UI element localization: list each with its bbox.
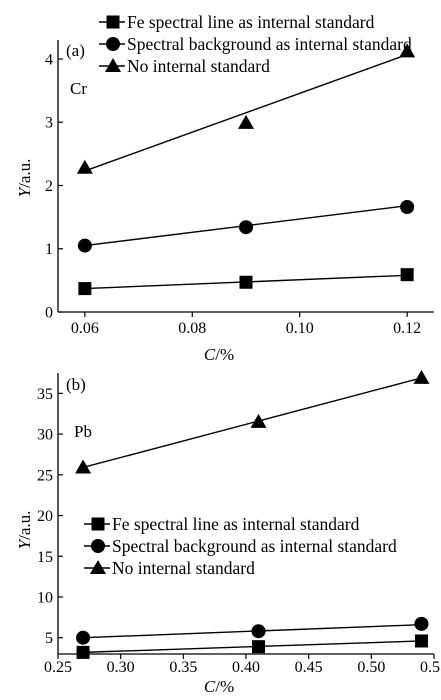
legend-marker-circle (106, 37, 120, 51)
y-tick-label: 5 (45, 630, 53, 647)
data-point-circle (251, 624, 266, 639)
data-point-triangle (76, 159, 93, 174)
data-point-square (76, 645, 90, 659)
data-point-circle (239, 220, 253, 235)
legend-marker-circle (91, 539, 105, 553)
legend-marker-triangle (90, 560, 106, 574)
legend-marker-triangle (105, 58, 121, 72)
data-point-triangle (399, 43, 416, 58)
y-tick-label: 2 (45, 178, 53, 195)
y-axis-label: Y/a.u. (15, 159, 34, 198)
y-tick-label: 25 (37, 467, 53, 484)
legend-entry: Fe spectral line as internal standard (112, 514, 360, 534)
x-tick-label: 0.40 (232, 659, 260, 676)
y-tick-label: 30 (37, 427, 53, 444)
x-axis-label: C/% (204, 345, 234, 364)
data-point-triangle (250, 413, 267, 428)
y-tick-label: 1 (45, 241, 53, 258)
x-tick-label: 0.45 (295, 659, 323, 676)
y-axis-label: Y/a.u. (15, 511, 34, 550)
element-label: Cr (70, 79, 87, 98)
x-tick-label: 0.10 (286, 320, 314, 337)
x-tick-label: 0.08 (178, 320, 206, 337)
y-tick-label: 20 (37, 508, 53, 525)
panel-label: (b) (66, 375, 86, 394)
data-point-square (252, 640, 266, 654)
data-point-circle (400, 199, 415, 214)
data-point-square (78, 282, 92, 296)
data-point-circle (414, 616, 429, 631)
legend-marker-square (91, 517, 105, 531)
element-label: Pb (74, 422, 92, 441)
x-tick-label: 0.06 (71, 320, 99, 337)
y-tick-label: 15 (37, 549, 53, 566)
legend-entry: Spectral background as internal standard (112, 536, 397, 556)
data-point-triangle (75, 459, 92, 474)
x-tick-label: 0.50 (357, 659, 385, 676)
data-point-square (239, 275, 253, 289)
legend: Fe spectral line as internal standardSpe… (99, 12, 412, 76)
x-axis-label: C/% (204, 677, 234, 696)
legend-marker-square (106, 15, 120, 29)
y-tick-label: 10 (37, 589, 53, 606)
legend-entry: Fe spectral line as internal standard (127, 12, 375, 32)
y-tick-label: 0 (45, 305, 53, 322)
data-point-triangle (413, 369, 430, 384)
y-tick-label: 3 (45, 115, 53, 132)
x-tick-label: 0.30 (107, 659, 135, 676)
legend-entry: No internal standard (127, 56, 270, 76)
legend: Fe spectral line as internal standardSpe… (84, 514, 397, 578)
legend-entry: Spectral background as internal standard (127, 34, 412, 54)
legend-entry: No internal standard (112, 558, 255, 578)
fit-line (84, 53, 408, 172)
y-tick-label: 4 (45, 51, 53, 68)
data-point-circle (77, 238, 92, 253)
panel-b: 0.25 0.30 0.35 0.40 0.45 0.50 0.55 5 10 15 20 25 30 3… (15, 369, 441, 696)
data-point-triangle (238, 114, 254, 129)
x-tick-label: 0.12 (393, 320, 421, 337)
data-point-square (400, 268, 414, 282)
fit-line (82, 377, 422, 469)
x-tick-label: 0.55 (420, 659, 441, 676)
y-tick-label: 35 (37, 386, 53, 403)
data-point-circle (76, 630, 91, 645)
data-point-square (414, 634, 428, 648)
panel-label: (a) (66, 41, 85, 60)
panel-a: 0.06 0.08 0.10 0.12 0 1 2 3 4 C/% Y/a.u. (a) Cr Fe sp… (15, 12, 434, 364)
x-tick-label: 0.35 (169, 659, 197, 676)
x-tick-label: 0.25 (44, 659, 72, 676)
